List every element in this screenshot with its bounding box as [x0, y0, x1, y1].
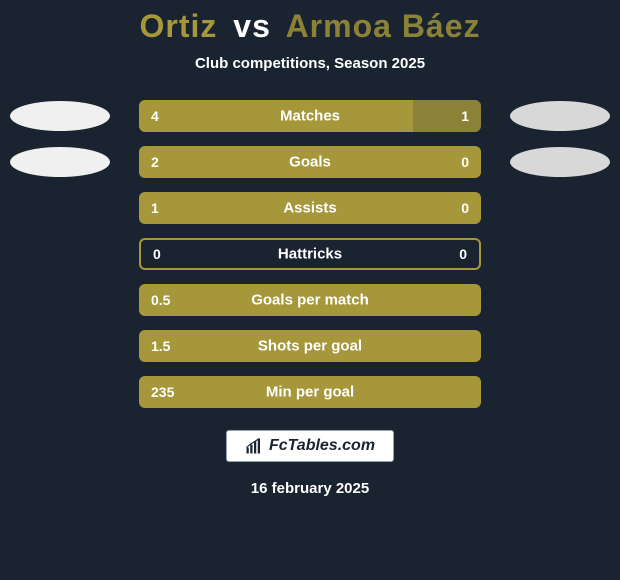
bar-segment-player2	[413, 100, 481, 132]
stat-label: Assists	[283, 200, 336, 217]
infographic-content: Ortiz vs Armoa Báez Club competitions, S…	[0, 0, 620, 580]
stat-value-player1: 2	[151, 154, 159, 170]
stat-value-player2: 0	[461, 200, 469, 216]
chart-icon	[245, 437, 263, 455]
stat-row: Shots per goal 1.5	[0, 330, 620, 362]
stat-bar: Hattricks 0 0	[139, 238, 481, 270]
subtitle: Club competitions, Season 2025	[195, 55, 425, 72]
stat-bar: Shots per goal 1.5	[139, 330, 481, 362]
team-logo-right	[510, 101, 610, 131]
stat-row: Assists 1 0	[0, 192, 620, 224]
stat-value-player2: 1	[461, 108, 469, 124]
stat-label: Min per goal	[266, 384, 354, 401]
stat-value-player1: 0	[153, 246, 161, 262]
stat-label: Goals per match	[251, 292, 369, 309]
team-logo-left	[10, 147, 110, 177]
stat-row: Matches 4 1	[0, 100, 620, 132]
player2-name: Armoa Báez	[286, 8, 481, 44]
stat-bar: Min per goal 235	[139, 376, 481, 408]
page-title: Ortiz vs Armoa Báez	[139, 8, 480, 45]
footer-date: 16 february 2025	[251, 480, 369, 497]
stat-bar: Assists 1 0	[139, 192, 481, 224]
stat-value-player1: 0.5	[151, 292, 170, 308]
stat-row: Hattricks 0 0	[0, 238, 620, 270]
stat-value-player1: 4	[151, 108, 159, 124]
vs-text: vs	[233, 8, 271, 44]
stat-value-player2: 0	[459, 246, 467, 262]
team-logo-left	[10, 101, 110, 131]
footer-site: FcTables.com	[269, 437, 375, 455]
stat-row: Min per goal 235	[0, 376, 620, 408]
stat-bar: Matches 4 1	[139, 100, 481, 132]
stat-label: Goals	[289, 154, 331, 171]
stat-bar: Goals 2 0	[139, 146, 481, 178]
player1-name: Ortiz	[139, 8, 217, 44]
stats-rows: Matches41Goals20Assists10Hattricks00Goal…	[0, 100, 620, 408]
team-logo-right	[510, 147, 610, 177]
stat-value-player1: 1	[151, 200, 159, 216]
stat-label: Hattricks	[278, 246, 342, 263]
stat-value-player2: 0	[461, 154, 469, 170]
stat-row: Goals 2 0	[0, 146, 620, 178]
stat-row: Goals per match 0.5	[0, 284, 620, 316]
stat-bar: Goals per match 0.5	[139, 284, 481, 316]
footer-badge: FcTables.com	[226, 430, 394, 462]
stat-value-player1: 235	[151, 384, 174, 400]
stat-label: Shots per goal	[258, 338, 362, 355]
stat-label: Matches	[280, 108, 340, 125]
stat-value-player1: 1.5	[151, 338, 170, 354]
bar-segment-player1	[139, 100, 413, 132]
